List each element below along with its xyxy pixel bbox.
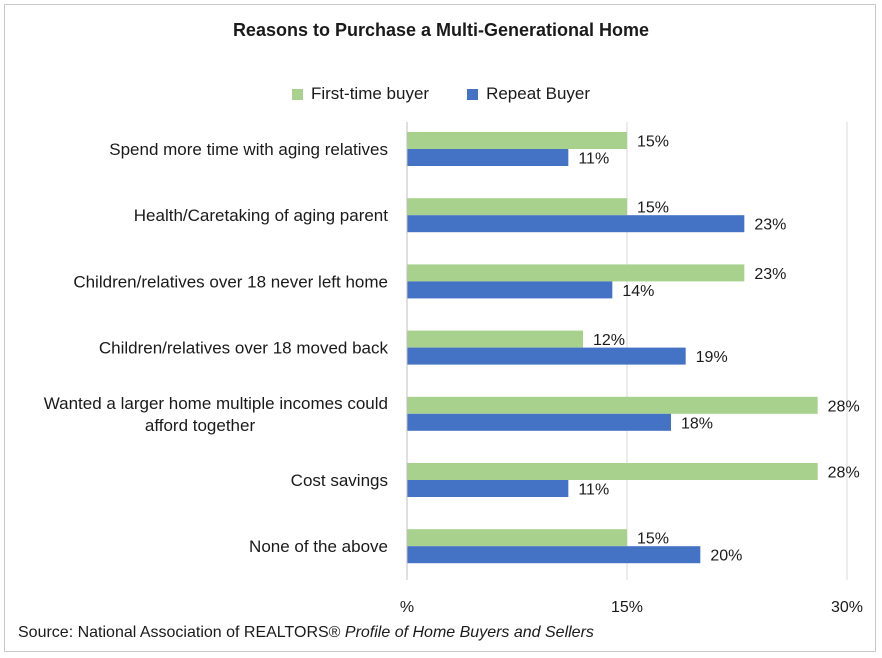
data-label: 12% [593, 332, 625, 349]
category-label: Cost savings [291, 471, 388, 490]
data-label: 28% [828, 465, 860, 482]
data-label: 14% [622, 283, 654, 300]
category-label: Children/relatives over 18 moved back [99, 339, 389, 358]
data-label: 11% [578, 151, 609, 168]
x-tick-label: 15% [611, 599, 643, 616]
bar-first-time [407, 264, 745, 282]
data-label: 11% [578, 482, 609, 499]
bar-first-time [407, 330, 583, 348]
bar-repeat [407, 281, 613, 299]
chart-frame [4, 4, 876, 652]
legend-label-first-time: First-time buyer [310, 84, 430, 103]
data-label: 18% [681, 415, 713, 432]
data-label: 15% [637, 200, 669, 217]
legend: First-time buyer Repeat Buyer [0, 84, 882, 104]
legend-item-repeat: Repeat Buyer [467, 84, 590, 104]
category-label: Wanted a larger home multiple incomes co… [44, 394, 388, 413]
legend-item-first-time: First-time buyer [291, 84, 430, 104]
data-label: 23% [754, 217, 786, 234]
data-label: 23% [754, 266, 786, 283]
x-tick-label: 30% [831, 599, 863, 616]
bar-first-time [407, 463, 818, 480]
bar-repeat [407, 215, 745, 233]
source-prefix: Source: National Association of REALTORS… [18, 624, 345, 641]
bar-repeat [407, 480, 569, 497]
legend-swatch-repeat [467, 88, 479, 100]
data-label: 19% [696, 349, 728, 366]
source-note: Source: National Association of REALTORS… [18, 624, 594, 642]
data-label: 20% [710, 548, 742, 565]
bar-repeat [407, 347, 686, 365]
category-label: None of the above [249, 537, 388, 556]
data-label: 28% [828, 398, 860, 415]
category-label: Children/relatives over 18 never left ho… [73, 272, 388, 291]
bar-first-time [407, 396, 818, 414]
data-label: 15% [637, 531, 669, 548]
category-label: Spend more time with aging relatives [109, 140, 388, 159]
category-label: afford together [145, 416, 256, 435]
legend-swatch-first-time [291, 88, 303, 100]
data-label: 15% [637, 134, 669, 151]
bar-first-time [407, 198, 627, 216]
bar-repeat [407, 149, 569, 166]
chart-title: Reasons to Purchase a Multi-Generational… [232, 20, 650, 40]
bar-repeat [407, 546, 701, 564]
bar-repeat [407, 413, 671, 431]
source-italic: Profile of Home Buyers and Sellers [344, 624, 594, 641]
bar-first-time [407, 529, 627, 547]
bar-first-time [407, 132, 627, 149]
x-tick-label: % [400, 599, 414, 616]
legend-label-repeat: Repeat Buyer [486, 84, 591, 103]
category-label: Health/Caretaking of aging parent [134, 206, 388, 225]
